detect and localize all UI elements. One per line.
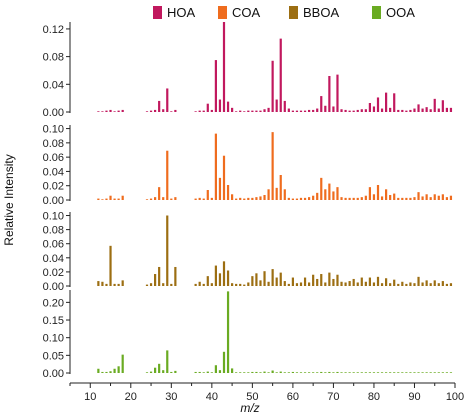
y-tick-label: 0.02	[43, 181, 64, 193]
legend-swatch	[289, 6, 298, 19]
y-tick-label: 0.10	[43, 211, 64, 223]
legend-swatch	[153, 6, 162, 19]
y-tick-label: 0.00	[43, 195, 64, 207]
panel-ooa: 0.00 0.05 0.10 0.15 0.20	[43, 290, 453, 380]
y-tick-label: 0.06	[43, 239, 64, 251]
y-tick-label: 0.00	[43, 107, 64, 119]
legend-entry-bboa: BBOA	[289, 5, 339, 20]
x-axis-title: m/z	[240, 401, 259, 415]
spectra-panels: 0.00 0.04 0.08 0.12 0.00 0.02 0.04 0.06 0.08 0.10…	[43, 22, 453, 380]
y-tick-label: 0.04	[43, 166, 64, 178]
y-tick-label: 0.04	[43, 79, 64, 91]
panel-coa: 0.00 0.02 0.04 0.06 0.08 0.10	[43, 124, 453, 207]
x-axis: 10 20 30 40 50 60 70 80 90 100	[69, 382, 464, 403]
legend-swatch	[372, 6, 381, 19]
legend-label: OOA	[386, 5, 415, 20]
x-tick-label: 40	[206, 391, 218, 403]
y-tick-label: 0.10	[43, 124, 64, 136]
x-tick-label: 90	[408, 391, 420, 403]
y-tick-label: 0.08	[43, 225, 64, 237]
x-tick-label: 30	[165, 391, 177, 403]
legend-entry-ooa: OOA	[372, 5, 415, 20]
y-axis-title: Relative Intensity	[2, 154, 16, 245]
x-tick-label: 70	[327, 391, 339, 403]
y-tick-label: 0.08	[43, 138, 64, 150]
legend: HOA COA BBOA OOA	[153, 5, 415, 20]
y-tick-label: 0.10	[43, 333, 64, 345]
legend-entry-coa: COA	[218, 5, 261, 20]
y-tick-label: 0.00	[43, 368, 64, 380]
y-tick-label: 0.04	[43, 253, 64, 265]
y-tick-label: 0.06	[43, 152, 64, 164]
panel-hoa: 0.00 0.04 0.08 0.12	[43, 22, 453, 119]
x-tick-label: 80	[368, 391, 380, 403]
x-tick-label: 10	[84, 391, 96, 403]
y-tick-label: 0.08	[43, 52, 64, 64]
legend-label: BBOA	[303, 5, 339, 20]
y-tick-label: 0.12	[43, 24, 64, 36]
x-tick-label: 100	[446, 391, 464, 403]
y-tick-label: 0.02	[43, 267, 64, 279]
x-tick-label: 20	[125, 391, 137, 403]
y-tick-label: 0.15	[43, 315, 64, 327]
x-tick-label: 60	[287, 391, 299, 403]
y-tick-label: 0.05	[43, 350, 64, 362]
legend-label: COA	[232, 5, 261, 20]
legend-entry-hoa: HOA	[153, 5, 196, 20]
panel-bboa: 0.00 0.02 0.04 0.06 0.08 0.10	[43, 211, 453, 293]
y-tick-label: 0.20	[43, 297, 64, 309]
x-tick-label: 50	[246, 391, 258, 403]
y-tick-label: 0.00	[43, 281, 64, 293]
legend-swatch	[218, 6, 227, 19]
legend-label: HOA	[167, 5, 196, 20]
